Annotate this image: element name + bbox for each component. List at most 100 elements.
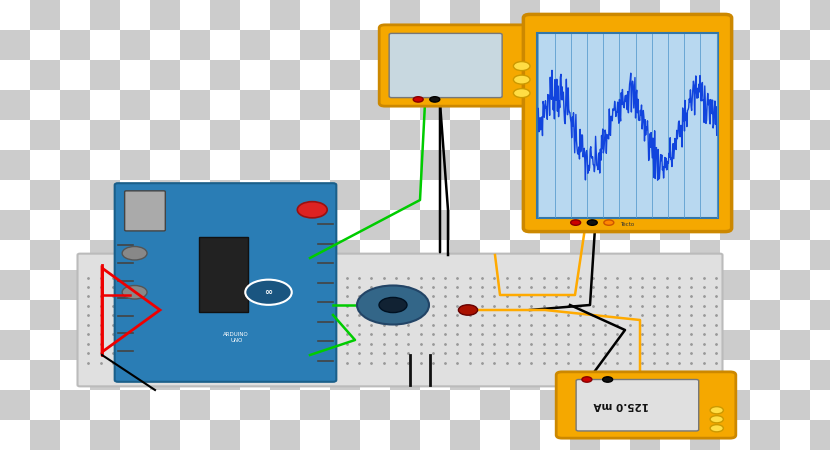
Bar: [690, 360, 720, 390]
Bar: [120, 90, 150, 120]
Bar: [480, 240, 510, 270]
Bar: [420, 270, 450, 300]
Bar: [570, 150, 600, 180]
Bar: [720, 0, 750, 30]
Bar: [240, 420, 270, 450]
Bar: [150, 330, 180, 360]
Circle shape: [604, 220, 614, 225]
Bar: [690, 0, 720, 30]
Bar: [450, 360, 480, 390]
Bar: [150, 0, 180, 30]
Text: ∞: ∞: [265, 287, 272, 297]
Circle shape: [710, 416, 724, 423]
Bar: [480, 270, 510, 300]
Bar: [180, 180, 210, 210]
Bar: [600, 60, 630, 90]
Bar: [390, 0, 420, 30]
Bar: [810, 120, 830, 150]
Bar: [720, 390, 750, 420]
Bar: [810, 270, 830, 300]
Bar: [420, 390, 450, 420]
Bar: [90, 270, 120, 300]
Bar: [510, 120, 540, 150]
Bar: [270, 300, 300, 330]
Bar: [450, 420, 480, 450]
Bar: [540, 30, 570, 60]
Bar: [150, 360, 180, 390]
Bar: [510, 90, 540, 120]
Bar: [720, 210, 750, 240]
Bar: [180, 90, 210, 120]
Bar: [690, 150, 720, 180]
Bar: [0, 360, 30, 390]
Text: 125.0 mA: 125.0 mA: [593, 400, 648, 410]
Bar: [300, 390, 330, 420]
Circle shape: [710, 425, 724, 432]
Bar: [150, 120, 180, 150]
Bar: [90, 390, 120, 420]
Bar: [420, 0, 450, 30]
Bar: [750, 30, 780, 60]
Bar: [150, 210, 180, 240]
Bar: [330, 90, 360, 120]
Bar: [90, 360, 120, 390]
Bar: [360, 240, 390, 270]
Bar: [780, 240, 810, 270]
Bar: [690, 330, 720, 360]
Bar: [390, 150, 420, 180]
Circle shape: [430, 97, 440, 102]
FancyBboxPatch shape: [537, 33, 718, 218]
Bar: [240, 90, 270, 120]
Bar: [750, 180, 780, 210]
Bar: [750, 150, 780, 180]
Bar: [270, 420, 300, 450]
Bar: [660, 30, 690, 60]
Bar: [330, 390, 360, 420]
Bar: [810, 390, 830, 420]
FancyBboxPatch shape: [77, 254, 722, 387]
Bar: [420, 180, 450, 210]
Bar: [600, 300, 630, 330]
Bar: [150, 90, 180, 120]
Bar: [570, 240, 600, 270]
Bar: [120, 240, 150, 270]
Bar: [360, 360, 390, 390]
Bar: [600, 150, 630, 180]
Bar: [810, 210, 830, 240]
Bar: [540, 150, 570, 180]
Text: ARDUINO
UNO: ARDUINO UNO: [223, 332, 249, 342]
Bar: [330, 330, 360, 360]
Bar: [330, 0, 360, 30]
Bar: [300, 330, 330, 360]
Bar: [810, 420, 830, 450]
Bar: [750, 0, 780, 30]
Bar: [360, 210, 390, 240]
Circle shape: [582, 377, 592, 382]
Bar: [480, 210, 510, 240]
Bar: [240, 390, 270, 420]
Circle shape: [379, 297, 407, 313]
Bar: [450, 90, 480, 120]
Bar: [690, 270, 720, 300]
Bar: [600, 90, 630, 120]
Bar: [570, 90, 600, 120]
Bar: [600, 330, 630, 360]
Circle shape: [514, 62, 530, 71]
Bar: [570, 0, 600, 30]
Bar: [510, 420, 540, 450]
Bar: [390, 60, 420, 90]
Bar: [480, 360, 510, 390]
Bar: [120, 150, 150, 180]
Bar: [30, 390, 60, 420]
Bar: [360, 390, 390, 420]
Bar: [450, 120, 480, 150]
Bar: [30, 270, 60, 300]
Bar: [600, 240, 630, 270]
Bar: [0, 210, 30, 240]
Bar: [300, 0, 330, 30]
Bar: [600, 30, 630, 60]
Bar: [60, 300, 90, 330]
Circle shape: [122, 285, 147, 299]
Bar: [270, 150, 300, 180]
Bar: [630, 330, 660, 360]
